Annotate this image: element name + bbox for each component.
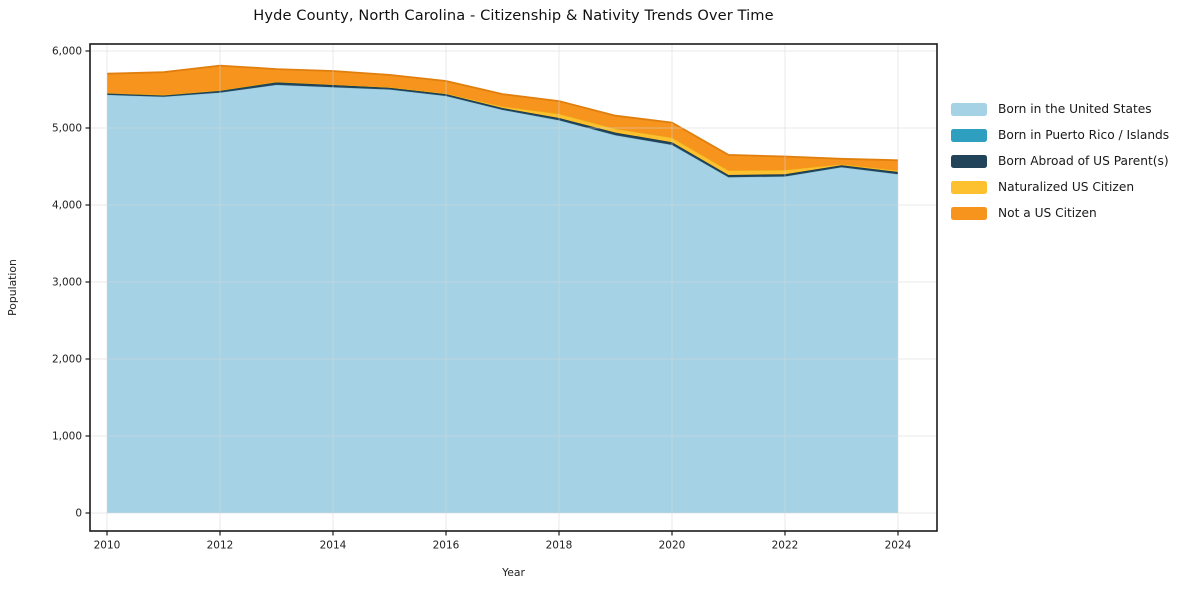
legend-item-naturalized: Naturalized US Citizen [951, 179, 1169, 195]
y-axis-label: Population [6, 259, 19, 316]
x-tick-label: 2024 [885, 540, 912, 552]
legend-item-born-pr-islands: Born in Puerto Rico / Islands [951, 127, 1169, 143]
y-tick-label: 6,000 [52, 46, 82, 58]
x-tick-label: 2018 [546, 540, 573, 552]
y-tick-label: 5,000 [52, 123, 82, 135]
chart-title: Hyde County, North Carolina - Citizenshi… [253, 7, 774, 24]
y-tick-label: 1,000 [52, 431, 82, 443]
tick-labels: 0 1,000 2,000 3,000 4,000 5,000 6,000 2010 2012 2… [52, 46, 912, 552]
legend-swatch-not-citizen [951, 206, 987, 220]
legend-label-not-citizen: Not a US Citizen [998, 206, 1097, 220]
chart-legend: Born in the United States Born in Puerto … [951, 101, 1169, 231]
x-tick-label: 2022 [772, 540, 799, 552]
legend-swatch-born-abroad [951, 154, 987, 168]
y-tick-label: 2,000 [52, 354, 82, 366]
y-tick-label: 4,000 [52, 200, 82, 212]
y-tick-label: 0 [75, 508, 82, 520]
x-tick-label: 2010 [94, 540, 121, 552]
legend-swatch-naturalized [951, 180, 987, 194]
legend-item-not-citizen: Not a US Citizen [951, 205, 1169, 221]
x-tick-label: 2016 [433, 540, 460, 552]
legend-swatch-born-pr-islands [951, 128, 987, 142]
plot-border [89, 43, 938, 532]
gridlines [90, 44, 937, 531]
legend-item-born-abroad: Born Abroad of US Parent(s) [951, 153, 1169, 169]
stacked-areas [106, 64, 899, 514]
axis-ticks [85, 50, 899, 536]
legend-label-born-pr-islands: Born in Puerto Rico / Islands [998, 128, 1170, 142]
area-not-citizen [107, 65, 898, 171]
x-axis-label: Year [501, 566, 525, 579]
legend-label-born-abroad: Born Abroad of US Parent(s) [998, 154, 1169, 168]
x-tick-label: 2012 [207, 540, 234, 552]
edge-not-citizen [106, 64, 899, 162]
x-tick-label: 2014 [320, 540, 347, 552]
legend-label-born-us: Born in the United States [998, 102, 1152, 116]
legend-label-naturalized: Naturalized US Citizen [998, 180, 1135, 194]
legend-swatch-born-us [951, 102, 987, 116]
x-tick-label: 2020 [659, 540, 686, 552]
legend-item-born-us: Born in the United States [951, 101, 1169, 117]
area-born-us [107, 84, 898, 514]
y-tick-label: 3,000 [52, 277, 82, 289]
